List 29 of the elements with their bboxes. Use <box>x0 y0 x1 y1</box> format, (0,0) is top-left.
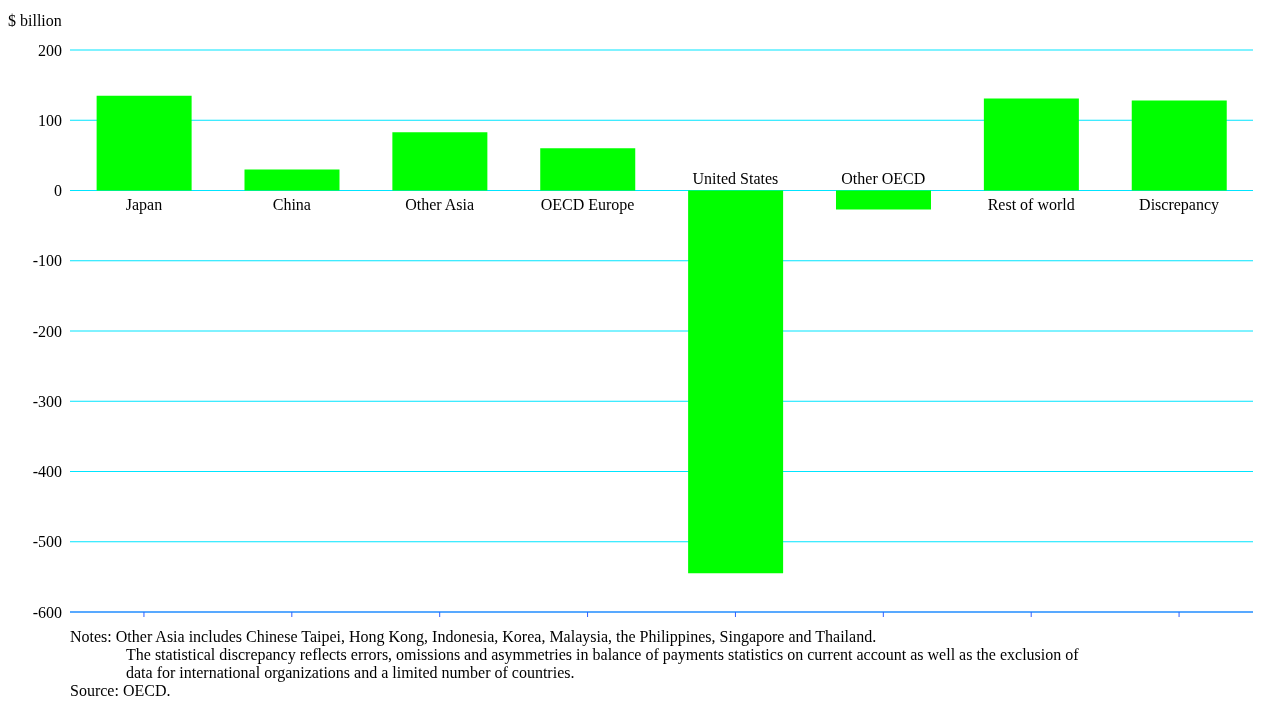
bar <box>540 148 636 191</box>
bar <box>96 95 192 191</box>
bar <box>983 98 1079 191</box>
y-tick-label: -200 <box>32 322 62 340</box>
y-axis-title: $ billion <box>8 12 62 30</box>
y-tick-label: -500 <box>32 533 62 551</box>
text: The statistical discrepancy reflects errors, omissions and asymmetries in balance of payments statistics on current account as well as the exclusion of data for international organizations and a limited number of countries. <box>125 646 1080 682</box>
x-tick-label: United States <box>692 169 779 187</box>
y-tick-label: 100 <box>38 111 62 129</box>
x-tick-label: Discrepancy <box>1139 195 1220 214</box>
y-tick-label: -300 <box>32 392 62 410</box>
y-tick-label: -100 <box>32 252 62 270</box>
x-tick-label: Other OECD <box>841 169 926 187</box>
y-tick-label: -400 <box>32 463 62 481</box>
x-tick-label: China <box>272 195 311 213</box>
bar <box>244 169 340 191</box>
x-tick-label: Japan <box>125 195 163 214</box>
bar <box>1131 100 1227 191</box>
text: Notes: Other Asia includes Chinese Taipei, Hong Kong, Indonesia, Korea, Malaysia, the Philippines, Singapore and Thailand. <box>70 628 878 646</box>
bar <box>688 190 784 574</box>
source-note: Source: OECD. <box>70 682 172 700</box>
y-tick-label: 0 <box>54 182 62 200</box>
x-tick-label: Other Asia <box>405 195 475 213</box>
bar <box>835 190 931 210</box>
y-tick-label: -600 <box>32 603 62 621</box>
x-tick-label: Rest of world <box>987 195 1075 213</box>
y-tick-label: 200 <box>38 41 62 59</box>
x-tick-label: OECD Europe <box>540 195 635 214</box>
bar <box>392 132 488 191</box>
